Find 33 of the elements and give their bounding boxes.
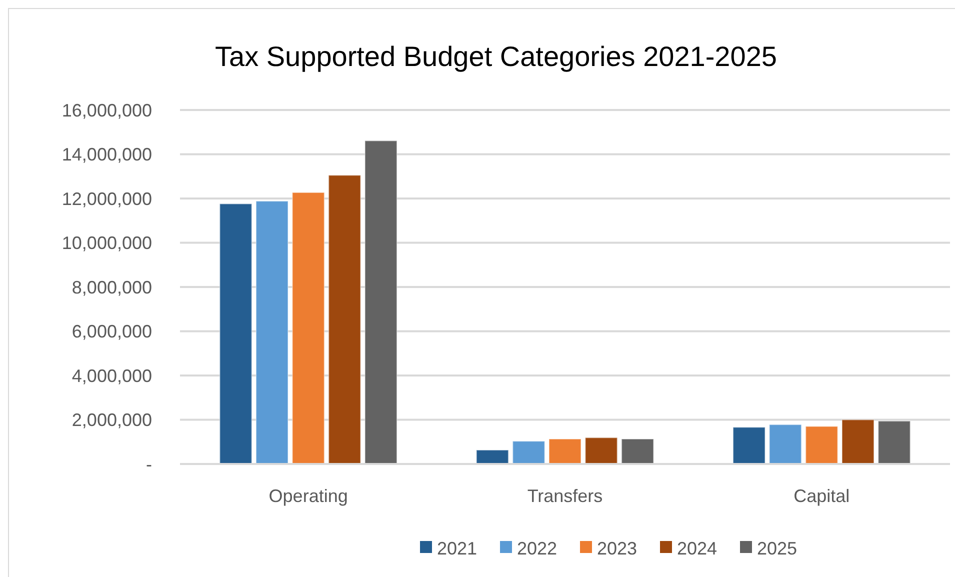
legend-label: 2024	[677, 538, 718, 558]
bar	[292, 192, 325, 464]
bar	[364, 140, 398, 464]
bar	[805, 426, 838, 464]
legend-label: 2023	[597, 538, 638, 558]
legend-label: 2025	[757, 538, 798, 558]
bar	[219, 203, 252, 464]
x-tick-label: Capital	[794, 486, 850, 506]
y-tick-label: -	[146, 454, 152, 474]
bar	[512, 440, 546, 464]
y-tick-label: 12,000,000	[62, 188, 152, 209]
y-tick-label: 8,000,000	[72, 277, 152, 298]
y-tick-label: 2,000,000	[72, 410, 152, 430]
chart-title: Tax Supported Budget Categories 2021-2025	[215, 41, 777, 72]
y-tick-label: 6,000,000	[72, 322, 152, 342]
bar	[621, 438, 654, 464]
y-tick-label: 16,000,000	[62, 100, 152, 120]
y-tick-label: 4,000,000	[72, 366, 152, 386]
x-tick-label: Transfers	[527, 486, 603, 506]
bar	[732, 426, 766, 464]
y-tick-label: 10,000,000	[62, 233, 152, 254]
bar	[328, 174, 362, 464]
bar	[548, 438, 582, 464]
legend-label: 2021	[437, 538, 478, 558]
y-tick-label: 14,000,000	[62, 144, 152, 165]
bar	[768, 424, 802, 464]
bar	[584, 437, 618, 464]
legend-label: 2022	[517, 538, 558, 558]
bar	[256, 200, 289, 464]
bar	[476, 450, 509, 464]
bar	[878, 420, 911, 464]
bar	[841, 419, 874, 464]
x-tick-label: Operating	[268, 486, 348, 506]
